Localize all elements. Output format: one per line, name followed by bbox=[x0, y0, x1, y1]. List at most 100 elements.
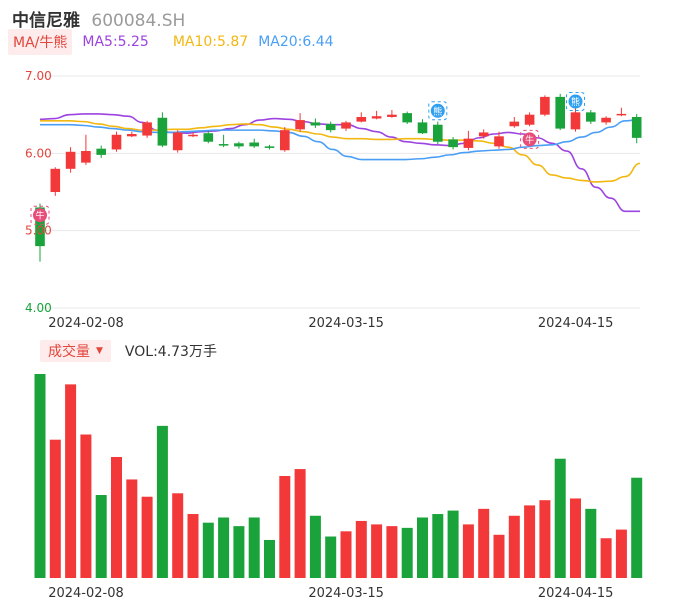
ma5-line bbox=[39, 113, 640, 213]
candle bbox=[601, 116, 611, 125]
price-tick-label: 6.00 bbox=[25, 146, 52, 160]
candle bbox=[280, 127, 290, 152]
price-axis-labels: 7.00 6.00 5.00 4.00 bbox=[25, 69, 52, 315]
date-tick-label: 2024-04-15 bbox=[538, 316, 614, 331]
candle bbox=[325, 121, 336, 133]
volume-bar bbox=[111, 456, 122, 578]
badge-circle bbox=[33, 208, 47, 223]
date-axis-bottom: 2024-02-08 2024-03-15 2024-04-15 bbox=[48, 586, 613, 601]
bear-badge-icon: 熊 bbox=[566, 92, 585, 112]
candle-body bbox=[81, 151, 91, 163]
candle-body bbox=[371, 116, 382, 119]
candle-body bbox=[616, 113, 627, 116]
candle bbox=[50, 167, 61, 196]
candle-body bbox=[218, 144, 229, 146]
date-tick-label: 2024-04-15 bbox=[538, 586, 614, 601]
candle-body bbox=[448, 139, 458, 148]
candle-body bbox=[203, 133, 214, 142]
ma20-line bbox=[40, 118, 641, 161]
volume-bar bbox=[371, 524, 383, 578]
ma5-legend: MA5:5.25 bbox=[82, 34, 149, 50]
candle bbox=[570, 108, 581, 132]
candle-body bbox=[35, 207, 45, 247]
date-tick-label: 2024-03-15 bbox=[308, 586, 384, 601]
candle bbox=[203, 130, 214, 144]
volume-bar bbox=[493, 534, 505, 578]
volume-bar bbox=[141, 496, 153, 578]
candle-body bbox=[402, 113, 412, 123]
stock-name: 中信尼雅 bbox=[12, 11, 80, 31]
candle bbox=[478, 129, 489, 139]
candle bbox=[387, 110, 397, 118]
volume-bar bbox=[600, 538, 612, 578]
candle bbox=[402, 111, 412, 124]
volume-bar bbox=[554, 458, 566, 578]
candle bbox=[127, 131, 137, 138]
badge-circle bbox=[430, 103, 445, 118]
candle-body bbox=[96, 148, 106, 155]
volume-bar bbox=[401, 527, 413, 578]
volume-bar bbox=[386, 526, 398, 578]
candle-body bbox=[494, 136, 504, 147]
candle bbox=[264, 144, 275, 150]
candle-body bbox=[417, 122, 428, 134]
price-tick-label: 5.00 bbox=[25, 224, 52, 238]
badge-frame bbox=[30, 205, 50, 225]
volume-bar bbox=[279, 476, 291, 578]
volume-bar bbox=[34, 374, 46, 578]
volume-bar bbox=[264, 539, 275, 578]
candle bbox=[371, 110, 382, 120]
candle bbox=[295, 113, 305, 132]
candle bbox=[448, 137, 458, 150]
stock-code: 600084.SH bbox=[91, 11, 186, 31]
candle bbox=[616, 107, 627, 117]
candle-body bbox=[310, 122, 321, 126]
candle-body bbox=[387, 114, 397, 117]
candle bbox=[433, 121, 443, 145]
candle bbox=[218, 134, 229, 148]
badge-circle bbox=[568, 94, 583, 109]
ma-toggle-button[interactable]: MA/牛熊 bbox=[8, 29, 73, 55]
volume-bar bbox=[355, 520, 367, 578]
volume-bar bbox=[631, 477, 643, 578]
candle-body bbox=[356, 116, 367, 122]
candle-body bbox=[111, 134, 122, 150]
caret-down-icon: ▼ bbox=[96, 346, 103, 356]
candle-body bbox=[570, 112, 581, 130]
candle bbox=[188, 132, 198, 138]
date-tick-label: 2024-02-08 bbox=[48, 586, 124, 601]
stock-header: 中信尼雅 600084.SH bbox=[12, 6, 185, 31]
badge-label: 熊 bbox=[433, 105, 442, 117]
volume-bar bbox=[65, 384, 77, 578]
ma20-legend: MA20:6.44 bbox=[258, 34, 334, 50]
volume-indicator-dropdown[interactable]: 成交量 ▼ bbox=[40, 340, 111, 362]
volume-bars bbox=[34, 374, 643, 578]
candle-body bbox=[280, 130, 290, 151]
volume-bar bbox=[462, 524, 474, 578]
candle bbox=[341, 120, 351, 131]
volume-bar bbox=[248, 517, 260, 578]
candle-body bbox=[127, 134, 137, 137]
volume-bar bbox=[49, 439, 61, 578]
volume-bar bbox=[126, 479, 138, 578]
candle-body bbox=[188, 134, 198, 137]
candle bbox=[417, 119, 428, 134]
price-grid bbox=[34, 75, 640, 309]
candle-body bbox=[249, 142, 259, 147]
candle bbox=[142, 120, 152, 138]
candle bbox=[172, 130, 183, 153]
candle-body bbox=[478, 132, 489, 137]
candle bbox=[586, 110, 596, 124]
candle bbox=[249, 138, 259, 148]
candle-body bbox=[234, 143, 244, 147]
ma10-legend: MA10:5.87 bbox=[172, 34, 249, 50]
price-tick-label: 4.00 bbox=[25, 301, 52, 315]
date-tick-label: 2024-02-08 bbox=[48, 316, 124, 331]
date-axis-top: 2024-02-08 2024-03-15 2024-04-15 bbox=[48, 316, 613, 331]
ma10-line bbox=[39, 120, 641, 183]
candle-body bbox=[524, 114, 535, 125]
candle-body bbox=[433, 124, 443, 142]
candle bbox=[157, 112, 168, 148]
volume-bar bbox=[294, 469, 306, 578]
